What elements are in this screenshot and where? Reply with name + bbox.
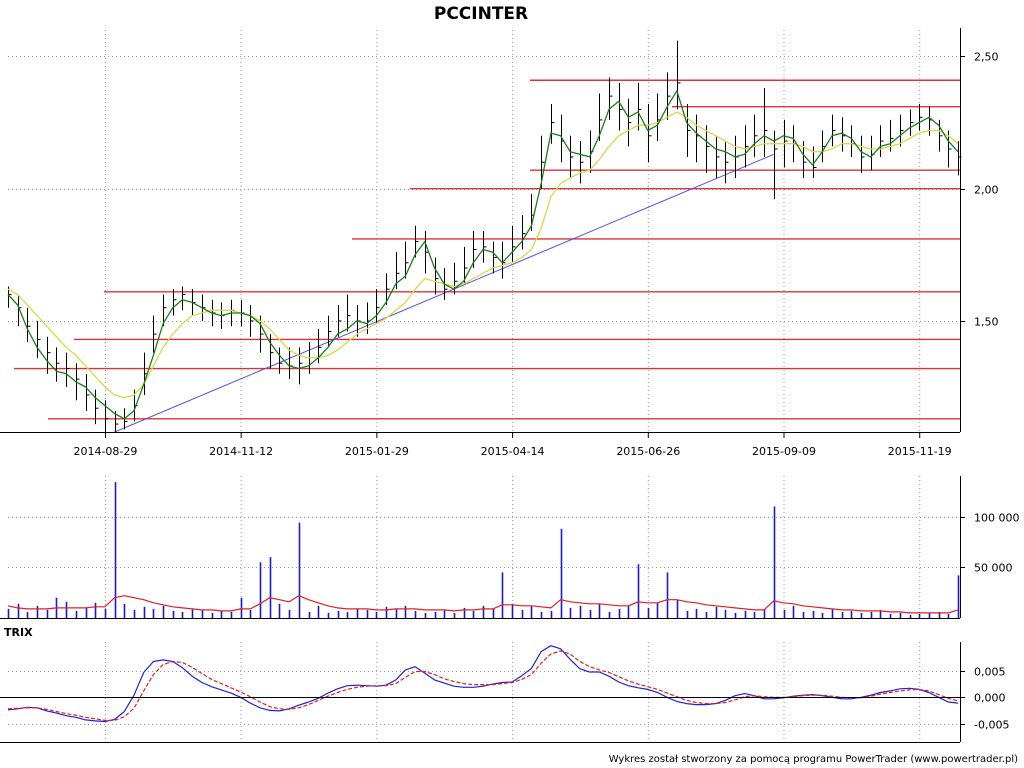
date-tick-label: 2015-04-14 [481, 445, 545, 458]
price-bars [8, 40, 962, 432]
price-y-label: 2,50 [974, 51, 999, 64]
date-tick-label: 2015-01-29 [345, 445, 409, 458]
date-tick-label: 2015-06-26 [616, 445, 680, 458]
trix-lines [7, 645, 959, 723]
ma-short-line [7, 90, 959, 420]
trix-line [7, 645, 959, 723]
date-tick-label: 2014-08-29 [73, 445, 137, 458]
trix-panel-title: TRIX [4, 626, 33, 639]
date-tick-label: 2015-11-19 [888, 445, 952, 458]
volume-y-label: 50 000 [974, 562, 1013, 575]
axes [0, 28, 965, 743]
chart-title: PCCINTER [434, 4, 528, 24]
tick-labels: 2014-08-29 2014-11-12 2015-01-29 2015-04-14… [73, 51, 1019, 732]
volume-y-label: 100 000 [974, 512, 1020, 525]
price-y-label: 2,00 [974, 184, 999, 197]
date-tick-label: 2015-09-09 [752, 445, 816, 458]
grid [8, 30, 960, 742]
volume-avg-line [7, 595, 959, 614]
date-tick-label: 2014-11-12 [209, 445, 273, 458]
ma-long-line [7, 111, 959, 399]
trix-y-label: 0,000 [974, 692, 1006, 705]
trix-signal-line [7, 650, 959, 722]
volume-bars [7, 482, 960, 618]
trix-y-label: 0,005 [974, 666, 1006, 679]
trix-y-label: -0,005 [974, 719, 1009, 732]
footer-credit: Wykres został stworzony za pomocą progra… [609, 754, 1018, 765]
price-y-label: 1,50 [974, 316, 999, 329]
moving-averages [7, 90, 959, 420]
support-lines [14, 79, 960, 420]
